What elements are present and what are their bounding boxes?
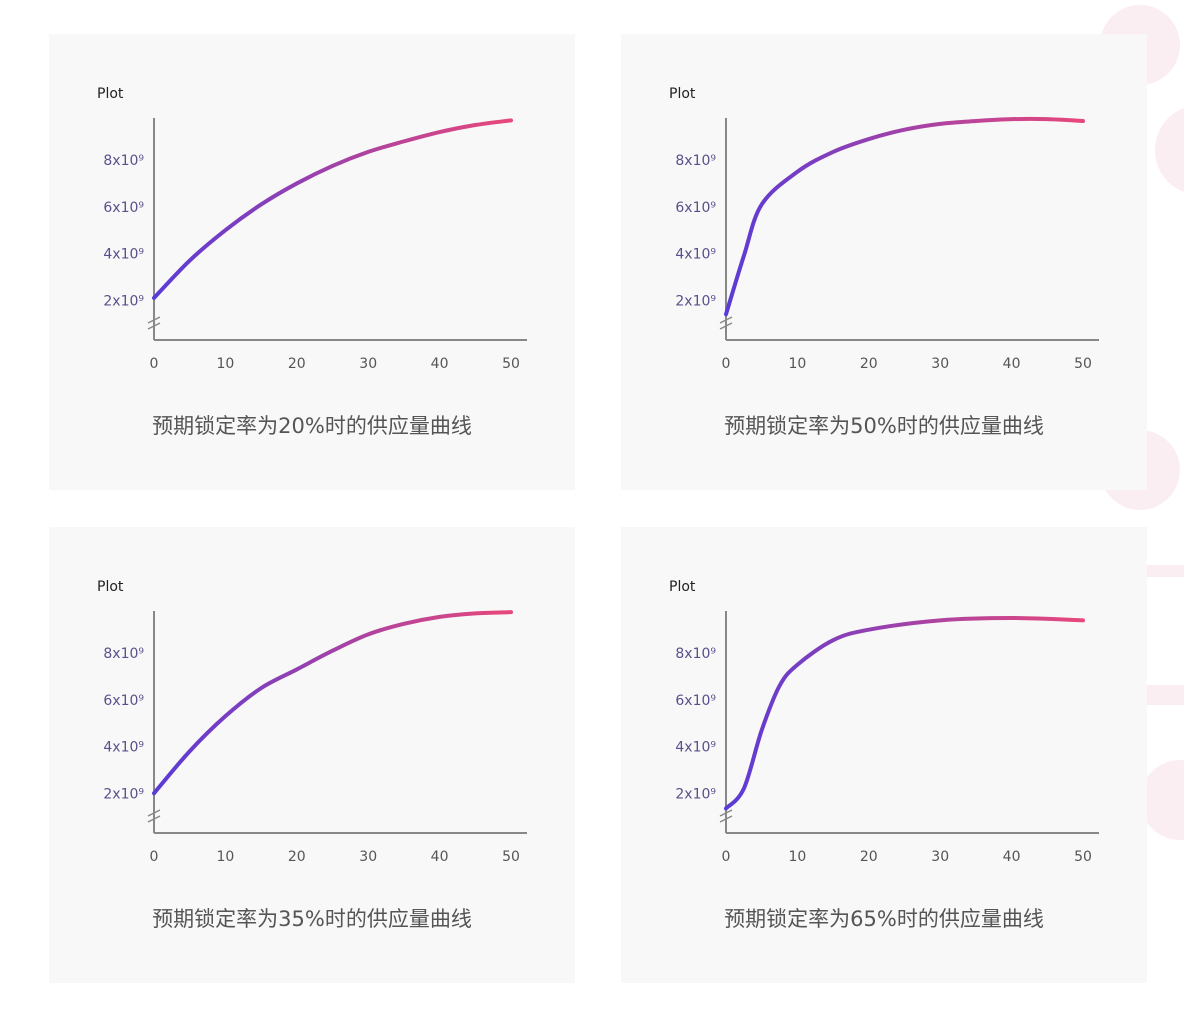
series-line [724, 116, 1085, 317]
panel-background [49, 527, 575, 983]
y-tick-label: 6x10⁹ [675, 200, 716, 216]
y-tick-label: 4x10⁹ [675, 247, 716, 263]
y-tick-label: 2x10⁹ [103, 293, 144, 309]
x-tick-label: 0 [150, 849, 159, 865]
x-tick-label: 50 [1074, 356, 1092, 372]
panel-background [621, 34, 1147, 490]
chart-panel: Plot 2x10⁹ 4x10⁹ 6x10⁹ 8x10⁹ 0 10 20 30 40 50 预期锁定率… [49, 527, 575, 983]
caption: 预期锁定率为50%时的供应量曲线 [724, 414, 1044, 438]
plot-title: Plot [669, 579, 696, 595]
axis-break [147, 809, 161, 823]
x-tick-label: 30 [931, 849, 949, 865]
y-tick-label: 2x10⁹ [675, 293, 716, 309]
y-tick-label: 4x10⁹ [103, 247, 144, 263]
y-tick-label: 6x10⁹ [103, 200, 144, 216]
x-tick-label: 40 [1003, 849, 1021, 865]
y-tick-label: 8x10⁹ [103, 153, 144, 169]
x-tick-label: 20 [860, 849, 878, 865]
x-tick-label: 10 [216, 356, 234, 372]
y-tick-label: 8x10⁹ [675, 153, 716, 169]
x-tick-label: 40 [431, 356, 449, 372]
chart-panel: Plot 2x10⁹ 4x10⁹ 6x10⁹ 8x10⁹ 0 10 20 30 40 50 预期锁定率… [621, 34, 1147, 490]
caption: 预期锁定率为65%时的供应量曲线 [724, 907, 1044, 931]
x-tick-label: 10 [788, 356, 806, 372]
y-tick-label: 2x10⁹ [675, 786, 716, 802]
x-tick-label: 30 [359, 849, 377, 865]
series-line [152, 118, 513, 300]
plot-title: Plot [97, 579, 124, 595]
y-tick-label: 4x10⁹ [675, 740, 716, 756]
plot-title: Plot [669, 86, 696, 102]
axis-break [147, 316, 161, 330]
x-tick-label: 20 [860, 356, 878, 372]
x-tick-label: 50 [1074, 849, 1092, 865]
x-tick-label: 40 [1003, 356, 1021, 372]
x-tick-label: 20 [288, 356, 306, 372]
x-tick-label: 40 [431, 849, 449, 865]
series-line [724, 616, 1085, 811]
axis-break [719, 316, 733, 330]
y-tick-label: 6x10⁹ [675, 693, 716, 709]
y-tick-label: 8x10⁹ [103, 646, 144, 662]
y-tick-label: 4x10⁹ [103, 740, 144, 756]
x-tick-label: 0 [722, 356, 731, 372]
caption: 预期锁定率为35%时的供应量曲线 [152, 907, 472, 931]
panel-background [49, 34, 575, 490]
x-tick-label: 50 [502, 356, 520, 372]
panel-background [621, 527, 1147, 983]
y-tick-label: 8x10⁹ [675, 646, 716, 662]
y-tick-label: 2x10⁹ [103, 786, 144, 802]
chart-panel: Plot 2x10⁹ 4x10⁹ 6x10⁹ 8x10⁹ 0 10 20 30 40 50 预期锁定率… [621, 527, 1147, 983]
x-tick-label: 0 [722, 849, 731, 865]
x-tick-label: 0 [150, 356, 159, 372]
x-tick-label: 50 [502, 849, 520, 865]
chart-panel: Plot 2x10⁹ 4x10⁹ 6x10⁹ 8x10⁹ 0 10 20 30 40 50 预期锁定率… [49, 34, 575, 490]
x-tick-label: 10 [788, 849, 806, 865]
plot-title: Plot [97, 86, 124, 102]
y-tick-label: 6x10⁹ [103, 693, 144, 709]
series-line [152, 610, 513, 796]
caption: 预期锁定率为20%时的供应量曲线 [152, 414, 472, 438]
x-tick-label: 10 [216, 849, 234, 865]
x-tick-label: 30 [359, 356, 377, 372]
x-tick-label: 20 [288, 849, 306, 865]
x-tick-label: 30 [931, 356, 949, 372]
axis-break [719, 809, 733, 823]
